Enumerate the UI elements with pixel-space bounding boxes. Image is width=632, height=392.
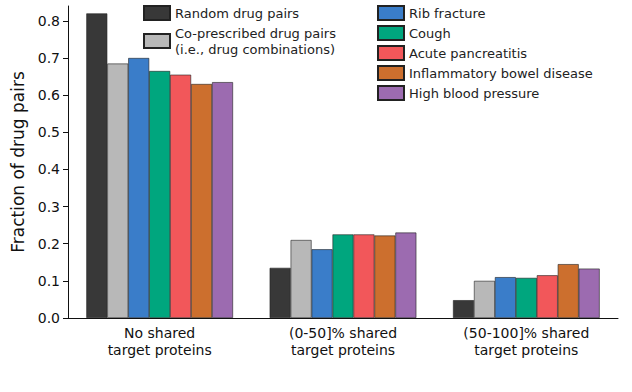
- svg-text:0.2: 0.2: [38, 236, 60, 252]
- svg-text:(i.e., drug combinations): (i.e., drug combinations): [175, 42, 335, 57]
- svg-text:(0-50]% shared: (0-50]% shared: [289, 325, 397, 341]
- svg-text:target proteins: target proteins: [474, 342, 578, 358]
- svg-text:0.8: 0.8: [38, 13, 60, 29]
- svg-text:Acute pancreatitis: Acute pancreatitis: [409, 46, 527, 61]
- svg-text:Co-prescribed drug pairs: Co-prescribed drug pairs: [175, 26, 336, 41]
- svg-text:0.4: 0.4: [38, 161, 60, 177]
- svg-text:No shared: No shared: [124, 325, 195, 341]
- svg-text:0.5: 0.5: [38, 124, 60, 140]
- svg-text:High blood pressure: High blood pressure: [409, 86, 539, 101]
- svg-text:0.7: 0.7: [38, 50, 60, 66]
- svg-text:Rib fracture: Rib fracture: [409, 6, 485, 21]
- svg-text:Fraction of drug pairs: Fraction of drug pairs: [8, 71, 28, 253]
- svg-text:Random drug pairs: Random drug pairs: [175, 6, 299, 21]
- svg-text:Inflammatory bowel disease: Inflammatory bowel disease: [409, 66, 593, 81]
- svg-text:target proteins: target proteins: [108, 342, 212, 358]
- svg-text:0.3: 0.3: [38, 199, 60, 215]
- svg-text:0.6: 0.6: [38, 87, 60, 103]
- svg-text:0.0: 0.0: [38, 310, 60, 326]
- svg-text:(50-100]% shared: (50-100]% shared: [463, 325, 589, 341]
- svg-text:0.1: 0.1: [38, 273, 60, 289]
- svg-text:Cough: Cough: [409, 26, 451, 41]
- svg-text:target proteins: target proteins: [291, 342, 395, 358]
